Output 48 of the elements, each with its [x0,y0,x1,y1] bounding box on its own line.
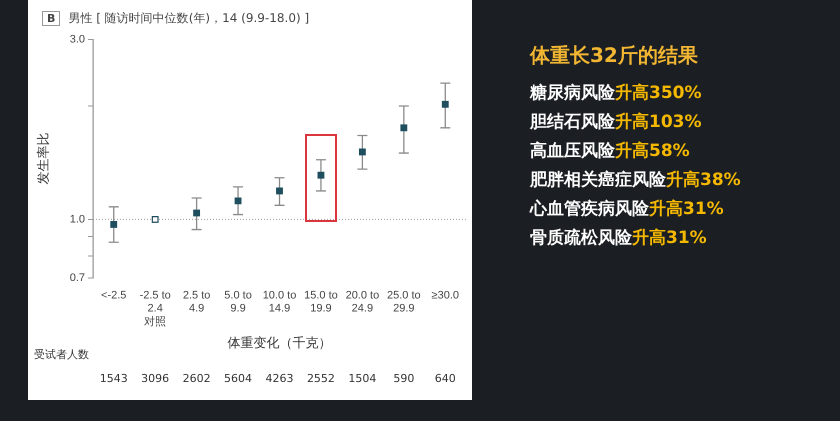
text: 5604 [224,372,252,385]
text: 胆结石风险 [530,112,615,132]
point [152,216,159,223]
point [110,220,118,228]
point [318,172,324,179]
point [400,124,408,132]
chart-title: 男性 [ 随访时间中位数(年)，14 (9.9-18.0) ] [68,10,310,27]
text: 升高38% [666,170,741,190]
text: 受试者人数 [34,347,89,362]
x-tick-label: -2.5 to 2.4 对照 [140,289,171,328]
text: 升高31% [632,228,707,248]
text: 骨质疏松风险 [530,228,632,248]
y-axis-title: 发生率比 [35,132,50,185]
text: 高血压风险 [530,141,615,161]
text: 心血管疾病风险 [530,199,649,219]
text: 升高31% [649,199,724,219]
point [276,188,283,194]
text: 升高58% [615,141,690,161]
point [234,197,242,204]
text: 升高103% [615,112,702,132]
y-tick-label: 1.0 [70,213,85,226]
y-tick-label: 3.0 [70,34,85,46]
text: 升高350% [615,83,702,103]
point [358,148,366,156]
x-tick-label: 15.0 to 19.9 [304,289,338,315]
text: 2552 [306,372,335,385]
x-axis-title: 体重变化（千克） [228,334,332,350]
text: 3096 [141,372,170,385]
x-tick-label: 5.0 to 9.9 [224,289,252,315]
text: B [42,11,60,26]
text: 4263 [266,372,294,385]
text: 体重长32斤的结果 [530,42,699,69]
text: 糖尿病风险 [530,83,615,103]
text: 2602 [182,372,211,385]
text: 1504 [348,372,376,385]
x-tick-label: ≥30.0 [432,289,460,302]
text: 肥胖相关癌症风险 [530,170,666,190]
x-tick-label: 20.0 to 24.9 [346,289,380,315]
x-tick-label: 2.5 to 4.9 [182,289,210,315]
text: 1543 [100,372,128,385]
y-tick-label: 0.7 [70,272,85,284]
text: 590 [393,372,414,385]
point [193,210,200,216]
x-tick-label: <-2.5 [101,289,126,302]
text: 640 [434,372,456,385]
x-tick-label: 10.0 to 14.9 [262,289,296,315]
x-tick-label: 25.0 to 29.9 [387,289,421,315]
point [442,100,449,108]
